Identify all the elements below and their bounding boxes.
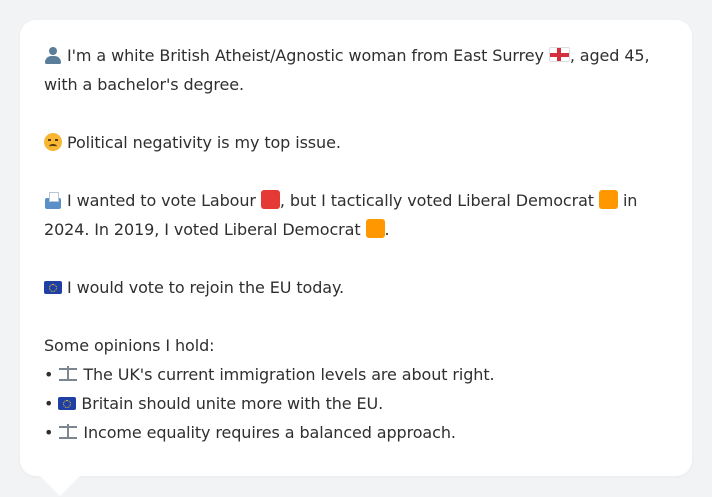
libdem-orange-square-icon	[365, 219, 385, 238]
spacer	[44, 99, 668, 128]
scales-icon	[58, 424, 78, 440]
angry-face-icon	[44, 133, 62, 151]
england-flag-icon	[548, 47, 570, 62]
issue-text: Political negativity is my top issue.	[67, 133, 341, 152]
eu-flag-icon	[44, 281, 62, 294]
profile-paragraph: I'm a white British Atheist/Agnostic wom…	[44, 41, 668, 99]
libdem-orange-square-icon	[598, 190, 618, 209]
vote-text-part4: .	[384, 220, 390, 239]
spacer	[44, 244, 668, 273]
message-content: I'm a white British Atheist/Agnostic wom…	[44, 41, 668, 447]
vote-text-part1: I wanted to vote Labour	[67, 191, 256, 210]
eu-paragraph: I would vote to rejoin the EU today.	[44, 273, 668, 302]
vote-paragraph: I wanted to vote Labour , but I tactical…	[44, 186, 668, 244]
scales-icon	[58, 366, 78, 382]
spacer	[44, 302, 668, 331]
bubble-tail	[40, 476, 80, 496]
person-silhouette-icon	[44, 46, 62, 64]
opinion-item: • Income equality requires a balanced ap…	[44, 418, 668, 447]
bullet: •	[44, 365, 54, 384]
spacer	[44, 157, 668, 186]
opinion-item: • Britain should unite more with the EU.	[44, 389, 668, 418]
profile-text-end: , aged 45, with a bachelor's degree.	[44, 46, 650, 94]
opinion-text: Britain should unite more with the EU.	[81, 394, 384, 413]
bullet: •	[44, 423, 54, 442]
bullet: •	[44, 394, 54, 413]
eu-text: I would vote to rejoin the EU today.	[67, 278, 345, 297]
labour-red-square-icon	[260, 190, 280, 209]
vote-text-part2: , but I tactically voted Liberal Democra…	[279, 191, 594, 210]
opinion-text: Income equality requires a balanced appr…	[83, 423, 456, 442]
message-bubble: I'm a white British Atheist/Agnostic wom…	[20, 20, 692, 476]
opinions-heading: Some opinions I hold:	[44, 336, 215, 355]
profile-text-start: I'm a white British Atheist/Agnostic wom…	[67, 46, 544, 65]
issue-paragraph: Political negativity is my top issue.	[44, 128, 668, 157]
opinion-item: • The UK's current immigration levels ar…	[44, 360, 668, 389]
ballot-box-icon	[44, 192, 62, 209]
opinion-text: The UK's current immigration levels are …	[83, 365, 495, 384]
eu-flag-icon	[58, 397, 77, 410]
vote-text-part3: in 2024. In 2019, I voted Liberal Democr…	[44, 191, 638, 239]
